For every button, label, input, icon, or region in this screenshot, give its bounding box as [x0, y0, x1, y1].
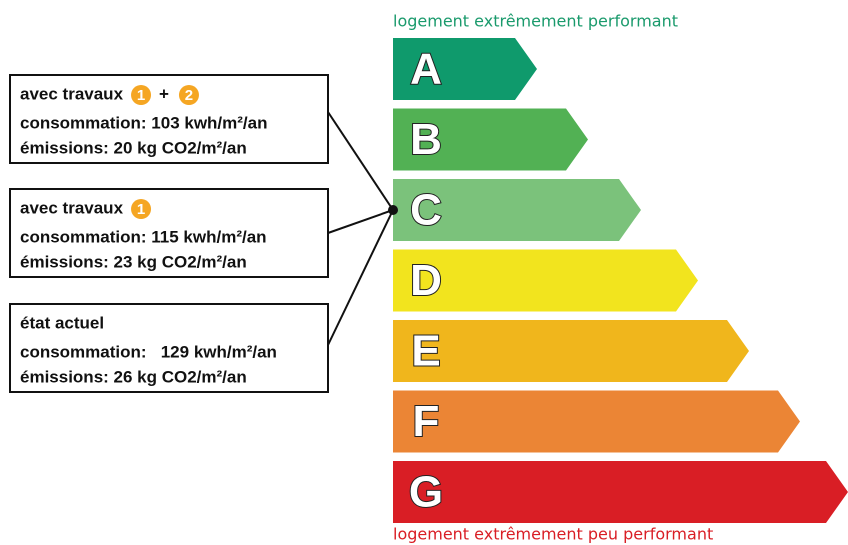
badge: [131, 85, 152, 105]
consumption: consommation: 103 kwh/m²/an: [20, 113, 268, 132]
grade-bar: [393, 461, 848, 523]
badge: [178, 85, 199, 105]
grade-letter: G: [409, 468, 443, 517]
badge-number: 1: [137, 87, 145, 104]
grade-bar: [393, 249, 698, 312]
connector: [327, 209, 394, 346]
grade-letter: D: [410, 256, 442, 305]
grade-bar: [393, 179, 641, 241]
top-label: logement extrêmement performant: [393, 12, 678, 31]
consumption: consommation: 115 kwh/m²/an: [20, 227, 267, 246]
grade-bar: [393, 38, 537, 100]
grade-bar: [393, 390, 800, 453]
emissions: émissions: 26 kg CO2/m²/an: [20, 367, 247, 386]
grade-letter: B: [410, 115, 442, 164]
connectors: [327, 111, 398, 346]
grade-bar: [393, 108, 588, 171]
pointer-dot: [388, 205, 398, 215]
connector: [327, 111, 394, 211]
badge: [131, 199, 152, 219]
emissions: émissions: 23 kg CO2/m²/an: [20, 252, 247, 271]
badge-number: 2: [185, 87, 193, 104]
connector: [327, 209, 394, 234]
box-title: avec travaux: [20, 198, 124, 217]
grade-letter: A: [410, 45, 442, 94]
info-box: [9, 74, 329, 164]
box-title: état actuel: [20, 313, 104, 332]
emissions: émissions: 20 kg CO2/m²/an: [20, 138, 247, 157]
consumption: consommation: 129 kwh/m²/an: [20, 342, 277, 361]
grade-letter: F: [413, 397, 440, 446]
grade-bar: [393, 320, 749, 382]
bottom-label: logement extrêmement peu performant: [393, 525, 713, 544]
info-box: [9, 188, 329, 278]
grade-letter: C: [410, 186, 442, 235]
info-box: [9, 303, 329, 393]
grade-letter: E: [411, 327, 440, 376]
badge-number: 1: [137, 201, 145, 218]
box-title: avec travaux: [20, 84, 124, 103]
badge-join: +: [159, 84, 169, 103]
